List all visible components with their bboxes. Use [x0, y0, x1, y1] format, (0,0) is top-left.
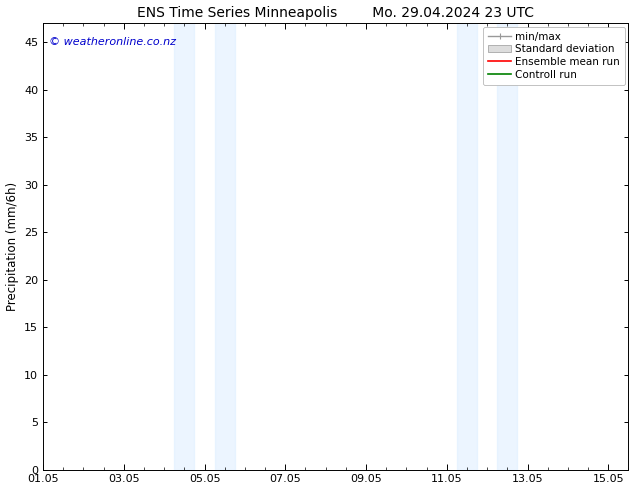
- Bar: [497, 24, 517, 469]
- Legend: min/max, Standard deviation, Ensemble mean run, Controll run: min/max, Standard deviation, Ensemble me…: [483, 26, 625, 85]
- Bar: [174, 24, 195, 469]
- Text: © weatheronline.co.nz: © weatheronline.co.nz: [49, 37, 176, 47]
- Title: ENS Time Series Minneapolis        Mo. 29.04.2024 23 UTC: ENS Time Series Minneapolis Mo. 29.04.20…: [138, 5, 534, 20]
- Bar: [215, 24, 235, 469]
- Y-axis label: Precipitation (mm/6h): Precipitation (mm/6h): [6, 182, 18, 311]
- Bar: [457, 24, 477, 469]
